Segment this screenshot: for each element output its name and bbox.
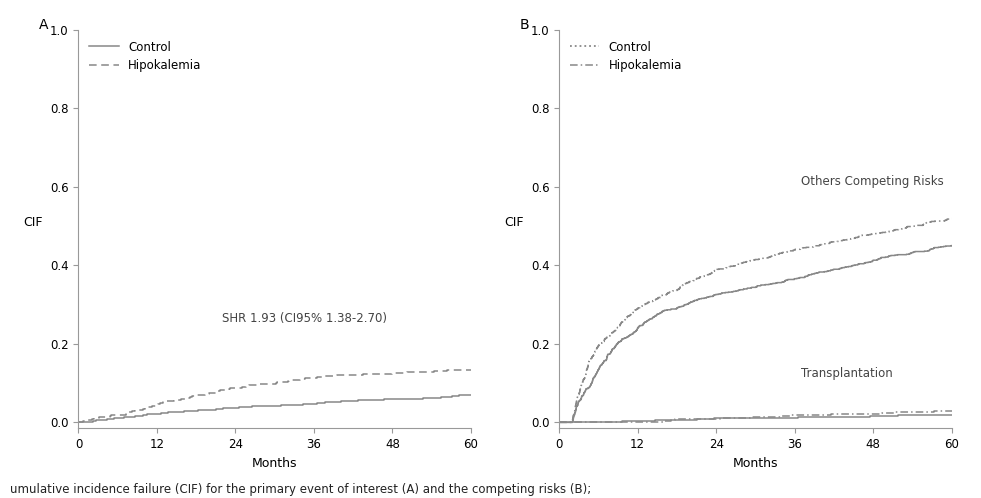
Y-axis label: CIF: CIF — [24, 216, 43, 229]
Text: Others Competing Risks: Others Competing Risks — [801, 175, 944, 188]
Hipokalemia — [441, 367, 453, 373]
Control — [465, 391, 477, 397]
Hipokalemia — [91, 415, 103, 421]
Control — [264, 403, 276, 409]
X-axis label: Months: Months — [733, 457, 778, 470]
Hipokalemia — [152, 402, 164, 408]
Hipokalemia — [195, 392, 207, 398]
Legend: Control, Hipokalemia: Control, Hipokalemia — [84, 36, 206, 77]
Control — [210, 407, 222, 413]
Control — [73, 419, 84, 425]
Text: umulative incidence failure (CIF) for the primary event of interest (A) and the : umulative incidence failure (CIF) for th… — [10, 483, 592, 496]
Text: A: A — [39, 18, 49, 32]
Text: SHR 1.93 (CI95% 1.38-2.70): SHR 1.93 (CI95% 1.38-2.70) — [223, 312, 387, 325]
Control — [156, 410, 168, 416]
Control — [461, 391, 473, 397]
Text: B: B — [520, 18, 530, 32]
Line: Hipokalemia: Hipokalemia — [78, 370, 471, 422]
Control — [233, 405, 245, 411]
Hipokalemia — [286, 377, 298, 383]
Y-axis label: CIF: CIF — [504, 216, 524, 229]
Control — [141, 411, 153, 417]
Line: Control: Control — [78, 394, 471, 422]
Hipokalemia — [465, 367, 477, 373]
X-axis label: Months: Months — [252, 457, 297, 470]
Hipokalemia — [215, 387, 227, 393]
Hipokalemia — [73, 419, 84, 425]
Text: Transplantation: Transplantation — [801, 367, 893, 380]
Hipokalemia — [132, 407, 144, 413]
Control — [90, 417, 102, 423]
Legend: Control, Hipokalemia: Control, Hipokalemia — [565, 36, 687, 77]
